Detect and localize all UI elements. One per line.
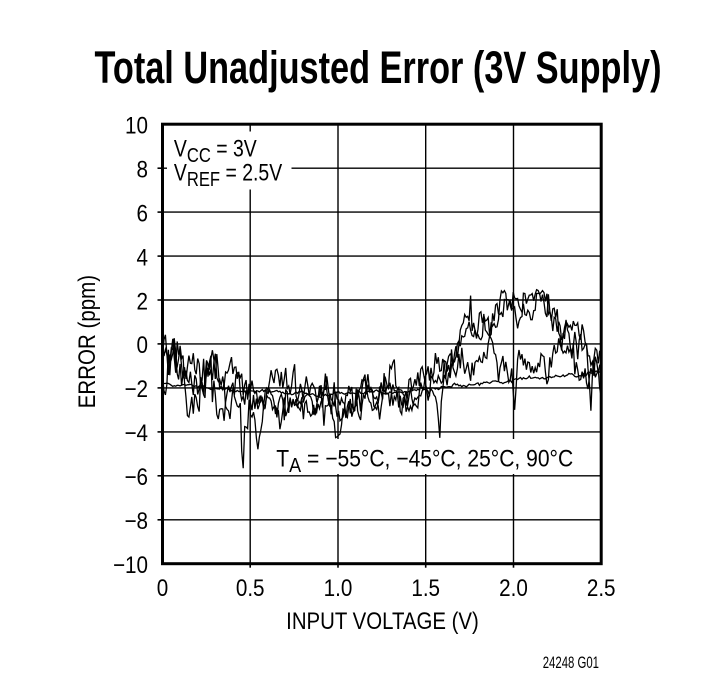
svg-text:INPUT VOLTAGE (V): INPUT VOLTAGE (V): [286, 607, 479, 634]
svg-text:8: 8: [137, 156, 148, 183]
svg-text:0: 0: [137, 332, 148, 359]
svg-text:1.0: 1.0: [324, 575, 353, 602]
svg-text:10: 10: [125, 112, 148, 139]
svg-text:2.5: 2.5: [587, 575, 616, 602]
svg-text:1.5: 1.5: [411, 575, 440, 602]
svg-text:−2: −2: [124, 376, 148, 403]
svg-text:4: 4: [137, 244, 148, 271]
svg-text:2: 2: [137, 288, 148, 315]
svg-text:0: 0: [157, 575, 168, 602]
svg-text:24248 G01: 24248 G01: [543, 654, 599, 673]
svg-text:0.5: 0.5: [236, 575, 265, 602]
svg-text:Total Unadjusted Error (3V Sup: Total Unadjusted Error (3V Supply): [94, 44, 661, 93]
svg-text:−4: −4: [124, 420, 148, 447]
svg-text:−8: −8: [124, 508, 148, 535]
svg-text:ERROR (ppm): ERROR (ppm): [73, 275, 100, 408]
svg-text:−10: −10: [113, 552, 148, 579]
svg-text:6: 6: [137, 200, 148, 227]
svg-text:2.0: 2.0: [499, 575, 528, 602]
svg-text:−6: −6: [124, 464, 148, 491]
